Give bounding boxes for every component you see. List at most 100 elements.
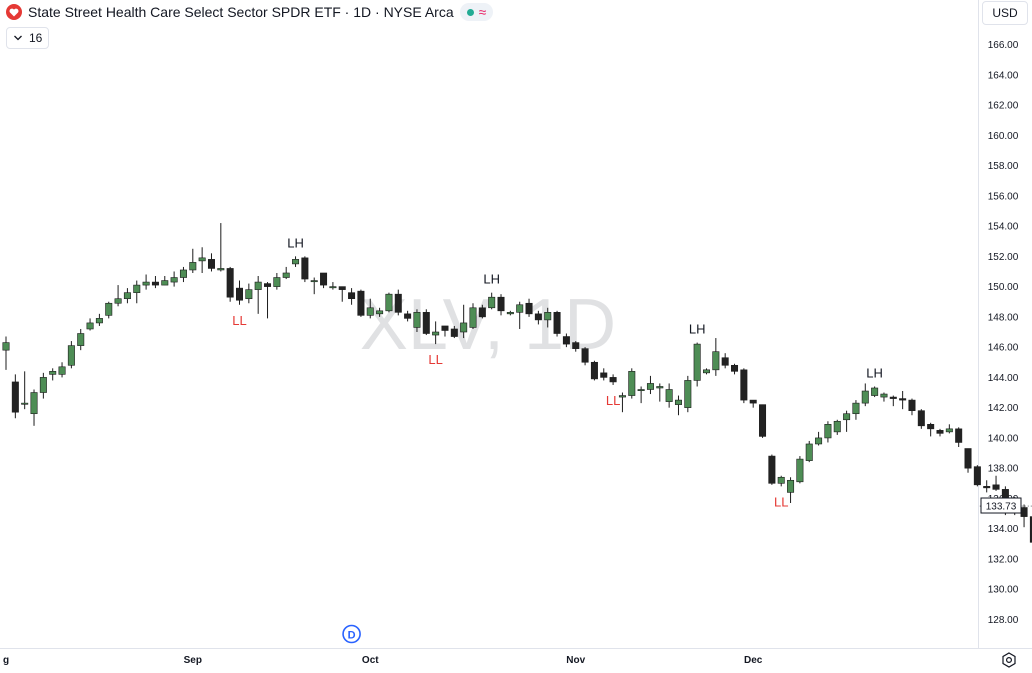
candle-up [310,280,318,283]
y-tick-label: 138.00 [988,464,1019,475]
y-tick-label: 160.00 [988,131,1019,142]
candle-down [964,448,972,469]
indicators-toggle-button[interactable]: 16 [6,27,50,49]
candle-up [852,402,860,415]
candle-down [759,404,767,437]
candle-down [600,372,608,378]
candle-up [544,312,552,321]
candle-up [30,392,38,415]
candle-up [432,331,440,336]
y-tick-label: 142.00 [988,403,1019,414]
y-tick-label: 128.00 [988,615,1019,626]
candle-up [105,302,113,316]
x-tick-label: Dec [744,655,763,666]
dividend-marker-icon [342,624,361,644]
candle-up [170,277,178,283]
candle-down [348,292,356,300]
candle-up [142,281,150,286]
candle-down [525,302,533,315]
candle-down [721,357,729,366]
candle-down [955,428,963,443]
candle-down [992,484,1000,490]
y-tick-label: 154.00 [988,222,1019,233]
candle-down [731,364,739,372]
candle-up [488,296,496,309]
symbol-title[interactable]: State Street Health Care Select Sector S… [28,4,454,20]
symbol-header: State Street Health Care Select Sector S… [6,2,494,22]
wave-icon: ≈ [478,4,487,20]
candle-down [320,272,328,286]
candle-down [301,257,309,280]
candle-down [236,287,244,301]
candle-down [338,286,346,290]
x-tick-label: Oct [362,655,379,666]
candle-down [357,290,365,316]
candle-up [824,424,832,439]
candle-down [768,455,776,484]
candle-down [497,296,505,312]
candle-down [572,342,580,349]
currency-button[interactable]: USD [982,1,1028,25]
y-tick-label: 140.00 [988,433,1019,444]
candle-up [674,399,682,405]
candle-down [1029,516,1032,543]
indicator-count: 16 [29,31,43,45]
candle-up [49,371,57,375]
lower-low-label: LL [428,352,442,367]
candle-up [385,293,393,312]
lower-low-label: LL [606,393,620,408]
candle-up [787,479,795,493]
candle-up [133,284,141,293]
candle-down [422,312,430,334]
candle-down [609,377,617,383]
candle-up [366,307,374,316]
candle-down [908,399,916,411]
y-tick-label: 132.00 [988,554,1019,565]
gear-icon[interactable] [1000,651,1018,669]
last-price-badge [980,497,1022,514]
candle-down [740,369,748,401]
candle-up [114,298,122,304]
lower-high-label: LH [866,365,883,380]
candle-up [2,342,10,351]
candle-down [973,466,981,486]
candle-up [777,476,785,484]
y-tick-label: 158.00 [988,161,1019,172]
candle-down [917,410,925,427]
candle-up [656,386,664,389]
candle-up [871,387,879,396]
candle-up [712,351,720,371]
candle-up [684,380,692,408]
heart-logo-icon[interactable] [6,4,22,20]
candle-down [404,313,412,319]
candle-up [21,402,29,405]
candle-down [1020,507,1028,517]
y-tick-label: 130.00 [988,585,1019,596]
candle-up [665,389,673,402]
candle-down [927,424,935,430]
x-tick-label: g [3,655,9,666]
candle-up [702,369,710,374]
candle-up [516,304,524,313]
y-tick-label: 152.00 [988,252,1019,263]
dividend-marker-label: D [348,630,356,642]
candle-up [413,312,421,328]
candle-down [394,293,402,313]
candles-layer [2,223,1032,543]
candle-up [618,395,626,398]
candle-up [273,277,281,287]
x-tick-label: Nov [566,655,585,666]
y-tick-label: 144.00 [988,373,1019,384]
candle-down [226,268,234,298]
candle-up [646,383,654,390]
market-status-badge[interactable]: ≈ [459,3,494,21]
candle-up [460,322,468,333]
candle-up [189,262,197,271]
candle-down [11,381,19,413]
candle-down [749,399,757,404]
y-tick-label: 164.00 [988,70,1019,81]
y-tick-label: 146.00 [988,343,1019,354]
annotations-layer: LLLHLLLHLLLHLLLHLLLHDD133.73 [232,235,1032,644]
candle-up [161,280,169,286]
